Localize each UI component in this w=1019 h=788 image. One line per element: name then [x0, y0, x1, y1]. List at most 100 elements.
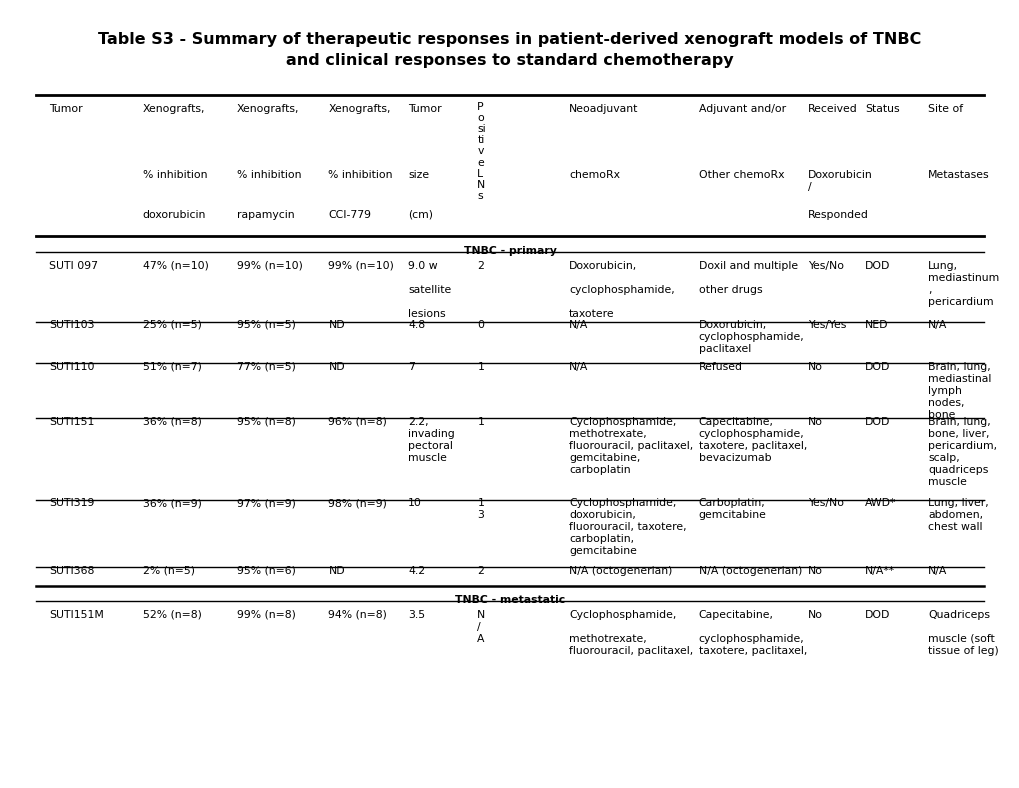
- Text: 52% (n=8): 52% (n=8): [143, 610, 202, 620]
- Text: Capecitabine,

cyclophosphamide,
taxotere, paclitaxel,: Capecitabine, cyclophosphamide, taxotere…: [698, 610, 806, 656]
- Text: 3.5: 3.5: [408, 610, 425, 620]
- Text: 2: 2: [477, 261, 484, 271]
- Text: 95% (n=5): 95% (n=5): [236, 320, 296, 330]
- Text: and clinical responses to standard chemotherapy: and clinical responses to standard chemo…: [286, 53, 733, 68]
- Text: N/A: N/A: [569, 320, 588, 330]
- Text: 98% (n=9): 98% (n=9): [328, 498, 387, 508]
- Text: SUTI 097: SUTI 097: [49, 261, 98, 271]
- Text: Lung,
mediastinum
,
pericardium: Lung, mediastinum , pericardium: [927, 261, 999, 307]
- Text: Carboplatin,
gemcitabine: Carboplatin, gemcitabine: [698, 498, 766, 520]
- Text: 95% (n=8): 95% (n=8): [236, 417, 296, 427]
- Text: Xenografts,: Xenografts,: [236, 104, 299, 114]
- Text: Yes/Yes: Yes/Yes: [807, 320, 846, 330]
- Text: AWD*: AWD*: [864, 498, 896, 508]
- Text: 99% (n=10): 99% (n=10): [236, 261, 303, 271]
- Text: DOD: DOD: [864, 417, 890, 427]
- Text: SUTI151M: SUTI151M: [49, 610, 104, 620]
- Text: Cyclophosphamide,

methotrexate,
fluorouracil, paclitaxel,: Cyclophosphamide, methotrexate, fluorour…: [569, 610, 693, 656]
- Text: SUTI319: SUTI319: [49, 498, 94, 508]
- Text: ND: ND: [328, 320, 344, 330]
- Text: doxorubicin: doxorubicin: [143, 210, 206, 220]
- Text: 4.8: 4.8: [408, 320, 425, 330]
- Text: (cm): (cm): [408, 210, 433, 220]
- Text: Adjuvant and/or: Adjuvant and/or: [698, 104, 785, 114]
- Text: SUTI368: SUTI368: [49, 566, 94, 576]
- Text: 9.0 w

satellite

lesions: 9.0 w satellite lesions: [408, 261, 450, 319]
- Text: Tumor: Tumor: [49, 104, 83, 114]
- Text: % inhibition: % inhibition: [328, 170, 392, 180]
- Text: 51% (n=7): 51% (n=7): [143, 362, 202, 372]
- Text: N/A: N/A: [569, 362, 588, 372]
- Text: Tumor: Tumor: [408, 104, 441, 114]
- Text: % inhibition: % inhibition: [143, 170, 207, 180]
- Text: 4.2: 4.2: [408, 566, 425, 576]
- Text: Doxorubicin,
cyclophosphamide,
paclitaxel: Doxorubicin, cyclophosphamide, paclitaxe…: [698, 320, 804, 354]
- Text: Site of: Site of: [927, 104, 962, 114]
- Text: Metastases: Metastases: [927, 170, 988, 180]
- Text: Brain, lung,
mediastinal
lymph
nodes,
bone: Brain, lung, mediastinal lymph nodes, bo…: [927, 362, 990, 420]
- Text: N/A**: N/A**: [864, 566, 895, 576]
- Text: 2: 2: [477, 566, 484, 576]
- Text: rapamycin: rapamycin: [236, 210, 293, 220]
- Text: 36% (n=9): 36% (n=9): [143, 498, 202, 508]
- Text: Capecitabine,
cyclophosphamide,
taxotere, paclitaxel,
bevacizumab: Capecitabine, cyclophosphamide, taxotere…: [698, 417, 806, 463]
- Text: 97% (n=9): 97% (n=9): [236, 498, 296, 508]
- Text: chemoRx: chemoRx: [569, 170, 620, 180]
- Text: N
/
A: N / A: [477, 610, 485, 644]
- Text: Responded: Responded: [807, 210, 868, 220]
- Text: Quadriceps

muscle (soft
tissue of leg): Quadriceps muscle (soft tissue of leg): [927, 610, 998, 656]
- Text: Xenografts,: Xenografts,: [328, 104, 390, 114]
- Text: 36% (n=8): 36% (n=8): [143, 417, 202, 427]
- Text: TNBC - primary: TNBC - primary: [463, 246, 556, 256]
- Text: DOD: DOD: [864, 610, 890, 620]
- Text: Cyclophosphamide,
methotrexate,
fluorouracil, paclitaxel,
gemcitabine,
carboplat: Cyclophosphamide, methotrexate, fluorour…: [569, 417, 693, 475]
- Text: Xenografts,: Xenografts,: [143, 104, 205, 114]
- Text: Table S3 - Summary of therapeutic responses in patient-derived xenograft models : Table S3 - Summary of therapeutic respon…: [98, 32, 921, 46]
- Text: % inhibition: % inhibition: [236, 170, 301, 180]
- Text: N/A (octogenerian): N/A (octogenerian): [698, 566, 801, 576]
- Text: Other chemoRx: Other chemoRx: [698, 170, 784, 180]
- Text: 47% (n=10): 47% (n=10): [143, 261, 209, 271]
- Text: ND: ND: [328, 362, 344, 372]
- Text: Status: Status: [864, 104, 899, 114]
- Text: 2.2,
invading
pectoral
muscle: 2.2, invading pectoral muscle: [408, 417, 454, 463]
- Text: 99% (n=10): 99% (n=10): [328, 261, 394, 271]
- Text: No: No: [807, 417, 822, 427]
- Text: Lung, liver,
abdomen,
chest wall: Lung, liver, abdomen, chest wall: [927, 498, 988, 532]
- Text: ND: ND: [328, 566, 344, 576]
- Text: SUTI103: SUTI103: [49, 320, 95, 330]
- Text: N/A: N/A: [927, 320, 947, 330]
- Text: SUTI110: SUTI110: [49, 362, 95, 372]
- Text: 77% (n=5): 77% (n=5): [236, 362, 296, 372]
- Text: 1
3: 1 3: [477, 498, 484, 520]
- Text: No: No: [807, 362, 822, 372]
- Text: Yes/No: Yes/No: [807, 261, 843, 271]
- Text: 96% (n=8): 96% (n=8): [328, 417, 387, 427]
- Text: Yes/No: Yes/No: [807, 498, 843, 508]
- Text: 1: 1: [477, 417, 484, 427]
- Text: DOD: DOD: [864, 261, 890, 271]
- Text: size: size: [408, 170, 429, 180]
- Text: P
o
si
ti
v
e
L
N
s: P o si ti v e L N s: [477, 102, 485, 201]
- Text: 10: 10: [408, 498, 422, 508]
- Text: N/A (octogenerian): N/A (octogenerian): [569, 566, 672, 576]
- Text: Doxorubicin,

cyclophosphamide,

taxotere: Doxorubicin, cyclophosphamide, taxotere: [569, 261, 675, 319]
- Text: 0: 0: [477, 320, 484, 330]
- Text: Refused: Refused: [698, 362, 742, 372]
- Text: N/A: N/A: [927, 566, 947, 576]
- Text: No: No: [807, 566, 822, 576]
- Text: Brain, lung,
bone, liver,
pericardium,
scalp,
quadriceps
muscle: Brain, lung, bone, liver, pericardium, s…: [927, 417, 997, 487]
- Text: Neoadjuvant: Neoadjuvant: [569, 104, 638, 114]
- Text: NED: NED: [864, 320, 888, 330]
- Text: 95% (n=6): 95% (n=6): [236, 566, 296, 576]
- Text: SUTI151: SUTI151: [49, 417, 94, 427]
- Text: Doxorubicin
/: Doxorubicin /: [807, 170, 871, 192]
- Text: Received: Received: [807, 104, 857, 114]
- Text: 94% (n=8): 94% (n=8): [328, 610, 387, 620]
- Text: Doxil and multiple

other drugs: Doxil and multiple other drugs: [698, 261, 797, 295]
- Text: 2% (n=5): 2% (n=5): [143, 566, 195, 576]
- Text: CCI-779: CCI-779: [328, 210, 371, 220]
- Text: No: No: [807, 610, 822, 620]
- Text: Cyclophosphamide,
doxorubicin,
fluorouracil, taxotere,
carboplatin,
gemcitabine: Cyclophosphamide, doxorubicin, fluoroura…: [569, 498, 686, 556]
- Text: TNBC - metastatic: TNBC - metastatic: [454, 595, 565, 605]
